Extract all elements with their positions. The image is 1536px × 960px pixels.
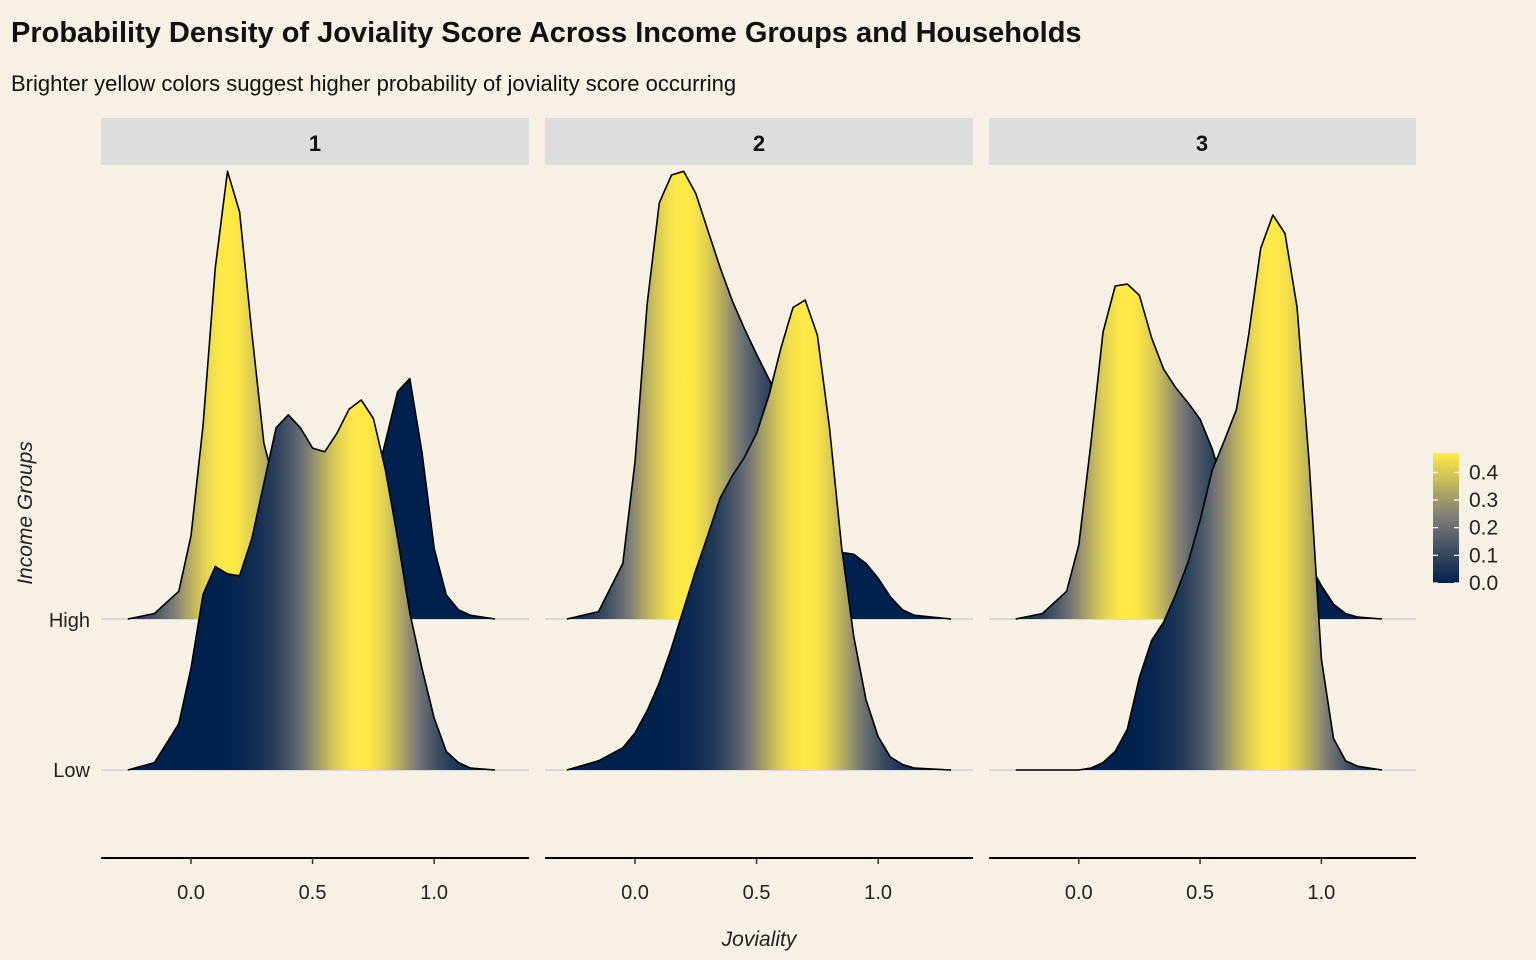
x-tick-label: 0.5 [743, 882, 771, 904]
x-tick-label: 0.0 [1065, 882, 1093, 904]
density-area-high [1015, 284, 1382, 619]
density-outline-low [1015, 214, 1383, 771]
density-area-low [1015, 215, 1382, 770]
legend-tick-label: 0.4 [1469, 461, 1499, 484]
x-tick-label: 0.0 [621, 882, 649, 904]
density-outline-low [566, 299, 952, 771]
x-axis-title: Joviality [721, 928, 798, 951]
chart-subtitle: Brighter yellow colors suggest higher pr… [11, 71, 736, 96]
legend-tick-label: 0.2 [1469, 517, 1498, 540]
density-outline-high [566, 170, 952, 620]
y-tick-label-low: Low [53, 760, 90, 782]
y-axis: High Low Income Groups [14, 441, 91, 782]
x-tick-label: 0.5 [1186, 882, 1214, 904]
chart-title: Probability Density of Joviality Score A… [11, 17, 1082, 49]
facet-strip-1 [101, 118, 529, 165]
y-tick-label-high: High [49, 610, 90, 632]
x-axis-panel-3: 0.0 0.5 1.0 [989, 857, 1416, 904]
x-axis-panel-1: 0.0 0.5 1.0 [101, 857, 529, 904]
legend-tick-label: 0.1 [1469, 544, 1498, 567]
y-axis-title: Income Groups [14, 441, 37, 585]
panel-3 [989, 214, 1416, 771]
facet-strip-3 [989, 118, 1416, 165]
density-area-high [566, 171, 952, 620]
color-legend: 0.0 0.1 0.2 0.3 0.4 [1433, 453, 1499, 595]
facet-strip-2 [545, 118, 973, 165]
density-outline-low [127, 399, 496, 771]
x-tick-label: 1.0 [864, 882, 892, 904]
x-axes-layer: 0.0 0.5 1.0 0.0 0.5 1.0 0.0 0.5 1.0 [101, 857, 1416, 904]
panel-1 [101, 170, 529, 771]
panels-layer [101, 170, 1416, 771]
x-tick-label: 1.0 [420, 882, 448, 904]
facet-label-3: 3 [1196, 131, 1208, 156]
x-axis-panel-2: 0.0 0.5 1.0 [545, 857, 973, 904]
legend-tick-label: 0.0 [1469, 572, 1498, 595]
facet-label-2: 2 [753, 131, 765, 156]
facet-strips: 1 2 3 [101, 118, 1416, 165]
x-tick-label: 0.0 [177, 882, 205, 904]
panel-2 [545, 170, 973, 771]
legend-tick-label: 0.3 [1469, 489, 1498, 512]
facet-label-1: 1 [309, 131, 321, 156]
density-area-high [127, 171, 496, 620]
legend-colorbar [1433, 453, 1459, 583]
density-area-low [127, 400, 496, 770]
x-tick-label: 0.5 [299, 882, 327, 904]
density-area-low [566, 300, 952, 770]
x-tick-label: 1.0 [1307, 882, 1335, 904]
